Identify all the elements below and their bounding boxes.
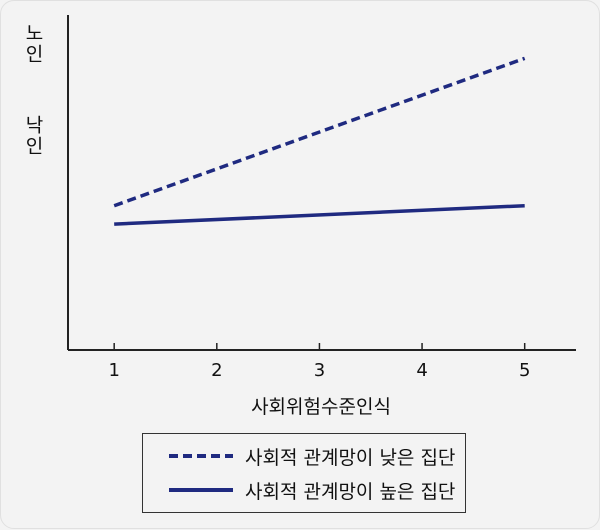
x-tick-label-4: 4 xyxy=(416,360,427,381)
x-tick-label-5: 5 xyxy=(519,360,530,381)
x-tick-label-1: 1 xyxy=(108,360,119,381)
series-line-0 xyxy=(113,56,526,208)
series-line-1 xyxy=(114,203,525,226)
x-axis-label: 사회위험수준인식 xyxy=(251,396,391,418)
legend-dashed-line xyxy=(169,454,233,458)
y-axis-label: 노인 낙인 xyxy=(22,23,44,157)
legend-item-low-network: 사회적 관계망이 낮은 집단 xyxy=(143,441,455,471)
x-tick-label-2: 2 xyxy=(211,360,222,381)
legend-label-high: 사회적 관계망이 높은 집단 xyxy=(245,480,456,503)
legend-solid-line xyxy=(169,488,233,492)
legend-item-high-network: 사회적 관계망이 높은 집단 xyxy=(143,475,455,505)
legend-label-low: 사회적 관계망이 낮은 집단 xyxy=(245,446,456,469)
legend: 사회적 관계망이 낮은 집단 사회적 관계망이 높은 집단 xyxy=(142,433,466,513)
x-tick-label-3: 3 xyxy=(314,360,325,381)
